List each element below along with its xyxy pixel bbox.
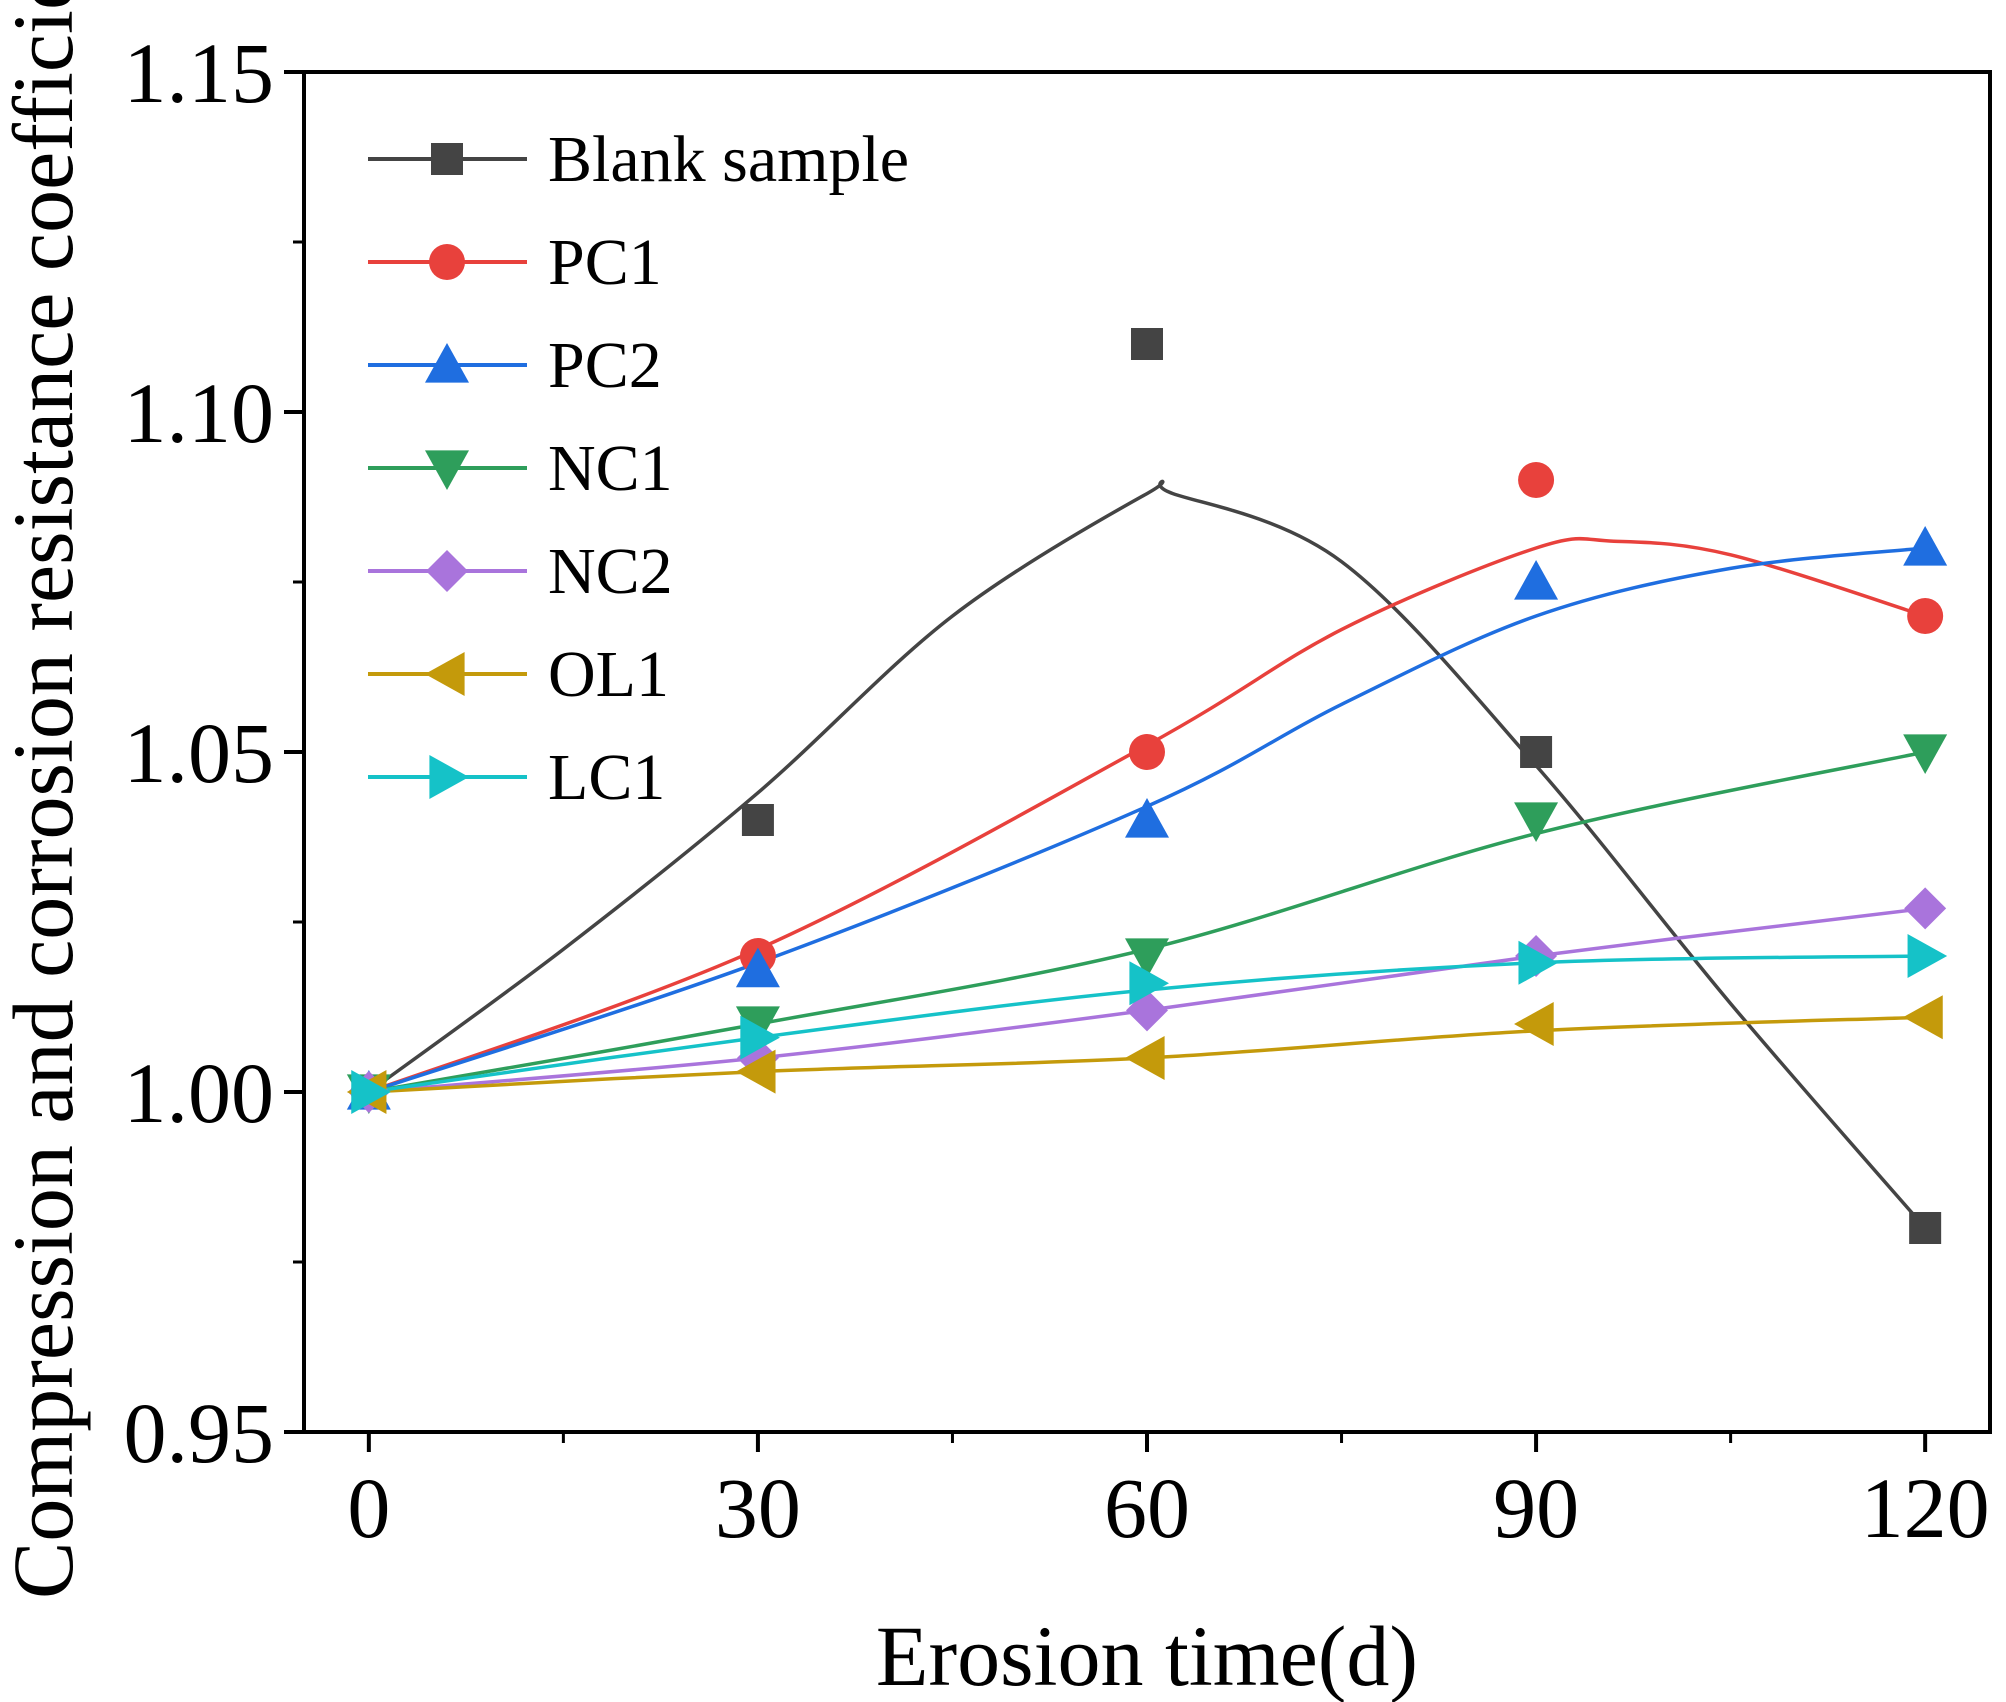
data-point-pc2 [1125, 798, 1169, 838]
data-point-ol1 [1125, 1036, 1165, 1080]
legend-label-nc2: NC2 [548, 535, 673, 608]
data-point-lc1 [351, 1070, 391, 1114]
x-tick-label: 0 [347, 1460, 390, 1556]
data-point-blank-sample [1520, 736, 1553, 768]
legend-label-pc2: PC2 [548, 329, 662, 402]
legend-label-lc1: LC1 [548, 741, 665, 814]
data-point-pc2 [735, 947, 780, 988]
y-tick-label: 0.95 [124, 1385, 275, 1481]
data-point-nc1 [1125, 938, 1169, 978]
y-tick-label: 1.15 [124, 25, 275, 121]
legend-marker-lc1 [429, 755, 469, 799]
legend-label-pc1: PC1 [548, 226, 662, 299]
data-point-lc1 [1129, 961, 1169, 1006]
legend-label-blank-sample: Blank sample [548, 123, 909, 196]
data-point-ol1 [735, 1049, 776, 1094]
legend-marker-pc1 [429, 244, 465, 280]
legend: Blank sample PC1 PC2 NC1 NC2 OL1 LC1 [368, 123, 909, 814]
data-point-lc1 [1907, 934, 1948, 978]
data-point-pc2 [1903, 526, 1948, 566]
axes: 0 30 60 90 120 0.95 1.00 1.05 1.10 1.15 [124, 25, 1990, 1556]
data-point-blank-sample [1909, 1212, 1942, 1244]
data-point-pc1 [1518, 462, 1555, 498]
legend-label-ol1: OL1 [548, 638, 669, 711]
data-point-blank-sample [1131, 328, 1163, 360]
data-point-pc2 [1514, 560, 1559, 600]
legend-marker-nc1 [425, 450, 469, 490]
y-tick-label: 1.10 [124, 365, 275, 461]
legend-label-nc1: NC1 [548, 432, 673, 505]
x-tick-label: 90 [1493, 1460, 1579, 1556]
fit-curve-pc1 [368, 536, 1926, 1094]
fit-curve-pc2 [368, 546, 1926, 1094]
y-tick-label: 1.00 [124, 1045, 275, 1141]
x-axis-title: Erosion time(d) [876, 1608, 1418, 1702]
legend-marker-ol1 [425, 652, 465, 696]
data-point-nc1 [1514, 802, 1559, 842]
data-point-nc1 [1903, 734, 1948, 774]
y-tick-label: 1.05 [124, 705, 275, 801]
legend-marker-blank-sample [431, 143, 463, 175]
data-point-ol1 [1903, 995, 1943, 1040]
x-tick-label: 120 [1861, 1460, 1990, 1556]
data-point-nc2 [1904, 887, 1947, 930]
x-tick-label: 60 [1104, 1460, 1190, 1556]
x-tick-label: 30 [715, 1460, 801, 1556]
data-point-ol1 [1514, 1002, 1554, 1046]
fit-curve-blank-sample [367, 479, 1927, 1230]
legend-marker-pc2 [425, 343, 469, 383]
data-point-blank-sample [741, 804, 774, 836]
data-point-lc1 [740, 1015, 780, 1060]
legend-marker-nc2 [426, 550, 468, 592]
data-point-pc1 [1907, 598, 1944, 634]
y-axis-title: Compression and corrosion resistance coe… [0, 0, 91, 1599]
data-markers [346, 328, 1948, 1244]
data-point-pc1 [1129, 734, 1165, 770]
data-point-lc1 [1518, 940, 1559, 985]
